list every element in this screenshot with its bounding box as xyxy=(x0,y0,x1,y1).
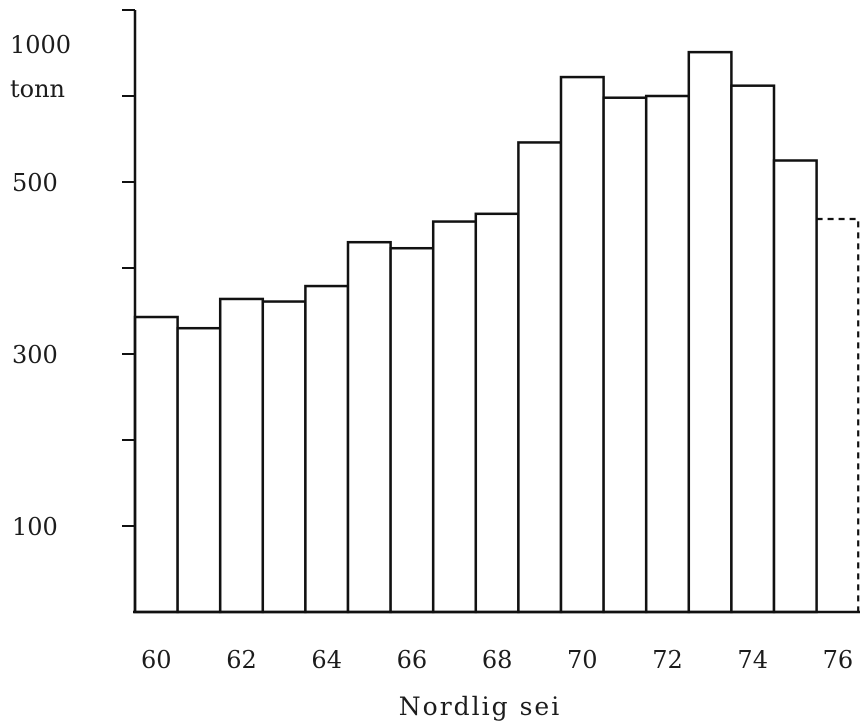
y-unit-label-line-2: tonn xyxy=(10,75,65,103)
bar-72 xyxy=(644,94,691,614)
bar-68 xyxy=(474,212,520,614)
bar-70 xyxy=(559,75,605,614)
bar-73 xyxy=(687,50,733,614)
x-axis-title: Nordlig sei xyxy=(399,692,561,721)
x-tick-label-76: 76 xyxy=(823,646,854,674)
labels-layer: 1000 tonn Nordlig sei 100 300 500 60 62 64 66 6… xyxy=(10,31,853,721)
y-unit-label-line-1: 1000 xyxy=(10,31,71,59)
x-tick-label-74: 74 xyxy=(737,646,768,674)
x-tick-label-62: 62 xyxy=(226,646,257,674)
bar-60 xyxy=(133,315,179,614)
y-tick-label-100: 100 xyxy=(12,513,58,541)
bar-62 xyxy=(218,297,265,614)
y-tick-label-500: 500 xyxy=(12,169,58,197)
bar-63 xyxy=(261,300,307,614)
y-tick-label-300: 300 xyxy=(12,341,58,369)
bar-74 xyxy=(730,84,776,614)
x-tick-label-72: 72 xyxy=(652,646,683,674)
bar-65 xyxy=(346,240,392,614)
x-tick-label-68: 68 xyxy=(482,646,513,674)
axes-layer xyxy=(122,9,860,614)
x-tick-label-70: 70 xyxy=(567,646,598,674)
bar-67 xyxy=(431,220,478,614)
bar-69 xyxy=(517,141,563,614)
bar-76-estimated xyxy=(816,217,860,612)
bar-75 xyxy=(772,159,818,614)
bar-64 xyxy=(304,284,350,614)
x-tick-label-66: 66 xyxy=(397,646,428,674)
bar-61 xyxy=(176,326,222,614)
x-tick-label-64: 64 xyxy=(311,646,342,674)
bars-layer xyxy=(133,50,860,614)
bar-71 xyxy=(602,96,648,614)
bar-66 xyxy=(389,246,435,614)
x-tick-label-60: 60 xyxy=(141,646,172,674)
